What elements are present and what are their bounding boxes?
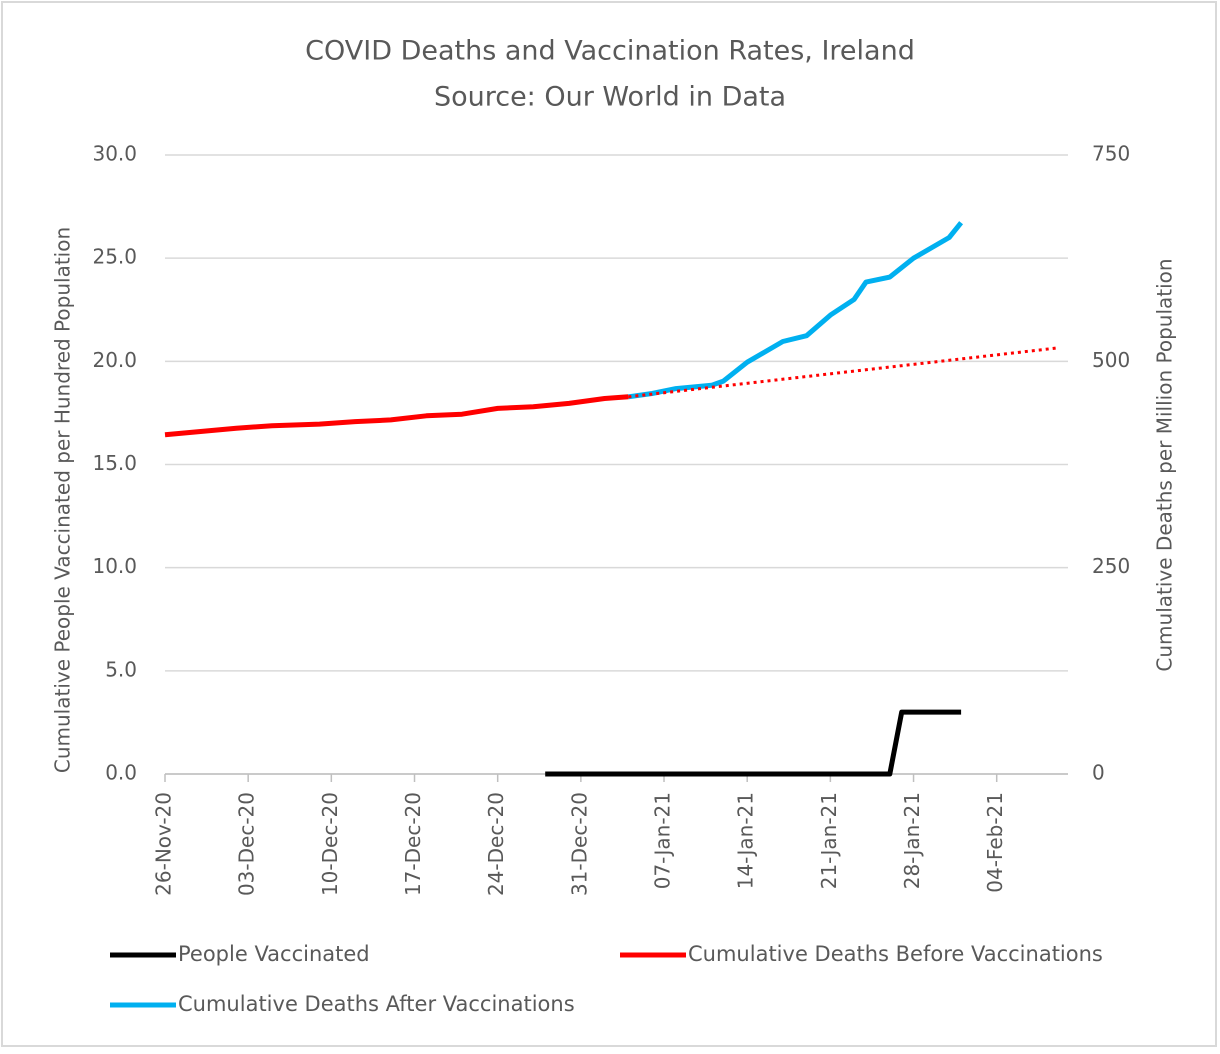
y-tick-label: 30.0: [92, 142, 137, 166]
y-tick-label: 5.0: [105, 657, 137, 681]
y2-tick-label: 500: [1092, 348, 1130, 372]
x-tick-label: 10-Dec-20: [318, 792, 342, 896]
legend-label: Cumulative Deaths After Vaccinations: [178, 992, 575, 1016]
y-tick-label: 20.0: [92, 348, 137, 372]
x-tick-label: 07-Jan-21: [651, 792, 675, 889]
y2-tick-label: 250: [1092, 554, 1130, 578]
x-tick-label: 31-Dec-20: [567, 792, 591, 896]
series-line: [545, 709, 962, 777]
y2-tick-label: 750: [1092, 142, 1130, 166]
x-tick-label: 24-Dec-20: [484, 792, 508, 896]
x-tick-label: 14-Jan-21: [734, 792, 758, 889]
x-tick-label: 17-Dec-20: [401, 792, 425, 896]
x-tick-label: 03-Dec-20: [235, 792, 259, 896]
y-axis-title: Cumulative People Vaccinated per Hundred…: [51, 227, 75, 773]
series-line: [628, 221, 964, 400]
x-tick-label: 21-Jan-21: [817, 792, 841, 889]
y-tick-label: 15.0: [92, 451, 137, 475]
x-tick-label: 28-Jan-21: [900, 792, 924, 889]
y-tick-label: 25.0: [92, 245, 137, 269]
y-tick-label: 0.0: [105, 761, 137, 785]
series-line: [628, 346, 1057, 399]
x-tick-label: 26-Nov-20: [152, 792, 176, 896]
series-line: [164, 394, 629, 438]
y2-axis-title: Cumulative Deaths per Million Population: [1153, 258, 1177, 671]
chart-title: COVID Deaths and Vaccination Rates, Irel…: [305, 36, 915, 67]
chart-subtitle: Source: Our World in Data: [434, 82, 786, 113]
y-tick-label: 10.0: [92, 554, 137, 578]
x-tick-label: 04-Feb-21: [983, 792, 1007, 893]
legend-label: People Vaccinated: [178, 942, 370, 966]
y2-tick-label: 0: [1092, 761, 1105, 785]
legend-label: Cumulative Deaths Before Vaccinations: [688, 942, 1103, 966]
